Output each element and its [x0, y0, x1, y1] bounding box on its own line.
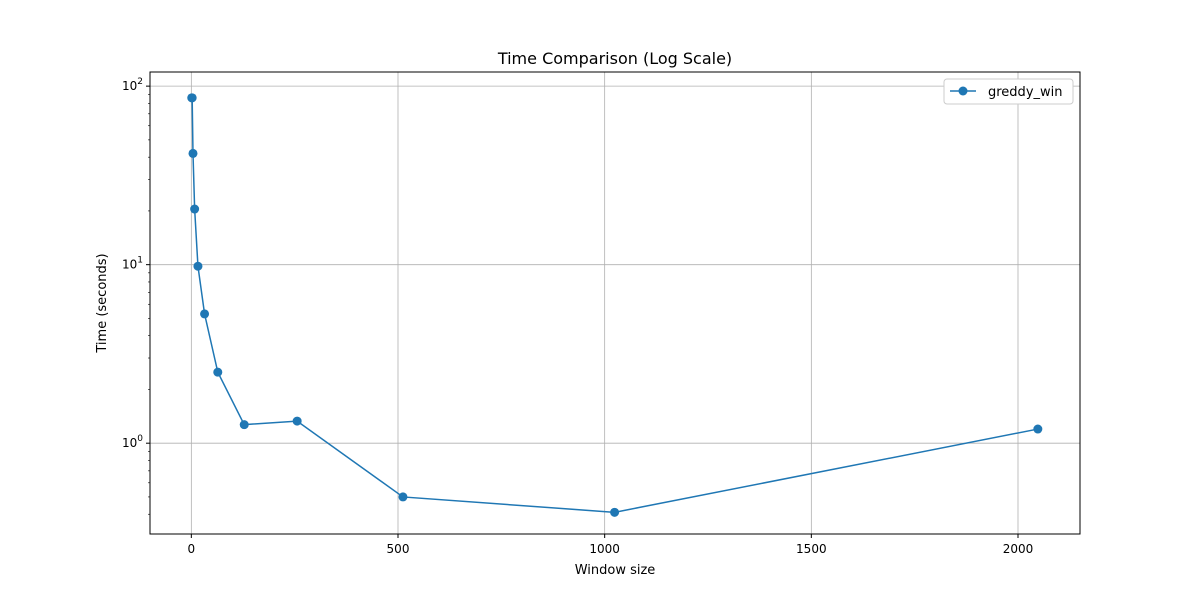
legend-box: [943, 78, 1074, 105]
legend-marker: [958, 86, 968, 96]
x-tick-label: 1000: [589, 542, 620, 556]
plot-frame: [149, 71, 1081, 535]
legend: greddy_win: [943, 78, 1074, 105]
grid: [150, 72, 1080, 534]
data-point: [610, 507, 620, 517]
data-point: [213, 367, 223, 377]
data-point: [1033, 424, 1043, 434]
data-point: [200, 309, 210, 319]
series-layer: [187, 93, 1043, 517]
series-line: [191, 97, 1038, 514]
y-tick-label: 102: [122, 77, 143, 93]
x-tick-label: 0: [188, 542, 196, 556]
chart-title: Time Comparison (Log Scale): [497, 49, 732, 68]
ticks: 0 500 1000 1500 2000 100 101 102: [122, 77, 1033, 556]
data-point: [239, 420, 249, 430]
data-point: [398, 492, 408, 502]
data-point: [188, 148, 198, 158]
data-point: [187, 93, 197, 103]
x-tick-label: 1500: [796, 542, 827, 556]
y-axis-label: Time (seconds): [95, 253, 110, 353]
data-point: [190, 204, 200, 214]
y-tick-label: 100: [122, 434, 143, 450]
y-tick-label: 101: [122, 256, 143, 272]
data-point: [292, 416, 302, 426]
data-point: [193, 261, 203, 271]
x-axis-label: Window size: [575, 563, 656, 578]
x-tick-label: 2000: [1003, 542, 1034, 556]
legend-label: greddy_win: [988, 85, 1063, 100]
x-tick-label: 500: [387, 542, 410, 556]
